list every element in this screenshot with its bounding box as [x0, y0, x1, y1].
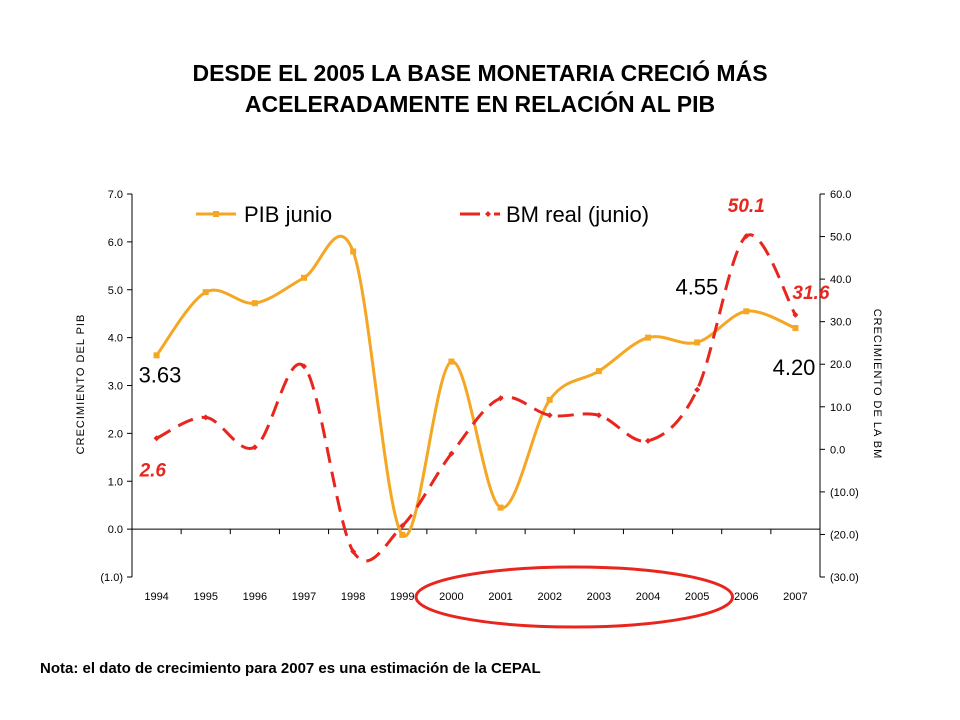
bm-point [546, 412, 553, 419]
x-tick-label: 2005 [685, 591, 709, 603]
x-tick-label: 1997 [292, 591, 316, 603]
right-tick-label: (30.0) [830, 572, 859, 584]
bm-point [497, 395, 504, 402]
data-label: 3.63 [139, 362, 182, 387]
pib-point [497, 504, 504, 511]
highlight-layer [414, 565, 735, 629]
x-tick-label: 1999 [390, 591, 414, 603]
axes: 1994 1995 1996 1997 1998 1999 2000 2001 2002 2003… [75, 189, 883, 603]
x-tick-label: 2002 [537, 591, 561, 603]
pib-point [792, 325, 799, 332]
data-label: 4.20 [773, 355, 816, 380]
right-tick-label: 0.0 [830, 444, 845, 456]
right-tick-label: 40.0 [830, 274, 851, 286]
highlight-ellipse [414, 565, 735, 629]
x-tick-label: 2004 [636, 591, 660, 603]
bm-point [301, 363, 307, 370]
pib-point [546, 396, 553, 403]
legend: PIB junio BM real (junio) [196, 202, 649, 227]
bm-point [645, 437, 651, 444]
x-tick-label: 2003 [587, 591, 611, 603]
left-tick-label: 7.0 [108, 189, 123, 201]
left-tick-label: 3.0 [108, 381, 123, 393]
x-tick-label: 1995 [193, 591, 217, 603]
bm-point [153, 435, 160, 442]
chart-title: DESDE EL 2005 LA BASE MONETARIA CRECIÓ M… [80, 58, 880, 120]
bm-point [595, 412, 602, 419]
right-tick-label: 10.0 [830, 402, 851, 414]
bm-point [251, 444, 258, 451]
bm-point [399, 522, 406, 529]
legend-label-pib: PIB junio [244, 202, 332, 227]
pib-point [153, 352, 160, 359]
series-line-1 [155, 233, 797, 563]
left-tick-label: 5.0 [108, 285, 123, 297]
pib-point [399, 531, 406, 538]
left-tick-label: 2.0 [108, 428, 123, 440]
bm-point [448, 450, 455, 457]
data-label: 50.1 [728, 196, 765, 217]
x-tick-label: 2000 [439, 591, 463, 603]
x-tick-label: 2001 [488, 591, 512, 603]
data-label: 31.6 [792, 283, 829, 304]
pib-point [595, 368, 602, 375]
pib-point [350, 248, 357, 255]
left-tick-label: 6.0 [108, 237, 123, 249]
title-line-1: DESDE EL 2005 LA BASE MONETARIA CRECIÓ M… [192, 60, 768, 86]
x-tick-label: 1994 [144, 591, 168, 603]
left-axis-title: CRECIMIENTO DEL PIB [75, 314, 87, 455]
pib-point [202, 289, 209, 296]
right-tick-label: 30.0 [830, 317, 851, 329]
x-tick-label: 1998 [341, 591, 365, 603]
left-tick-label: 1.0 [108, 476, 123, 488]
pib-point [694, 339, 701, 346]
pib-point [301, 274, 307, 281]
pib-point [645, 334, 651, 341]
pib-point [448, 358, 455, 365]
left-tick-label: (1.0) [100, 572, 123, 584]
data-label: 4.55 [675, 274, 718, 299]
pib-point [251, 300, 258, 307]
left-tick-label: 4.0 [108, 333, 123, 345]
right-tick-label: 60.0 [830, 189, 851, 201]
legend-label-bm: BM real (junio) [506, 202, 649, 227]
right-tick-label: 50.0 [830, 232, 851, 244]
data-label: 2.6 [139, 460, 167, 481]
footnote: Nota: el dato de crecimiento para 2007 e… [40, 660, 541, 677]
title-line-2: ACELERADAMENTE EN RELACIÓN AL PIB [244, 91, 716, 117]
x-tick-label: 2006 [734, 591, 758, 603]
bm-point [743, 233, 750, 240]
series-layer [153, 233, 799, 563]
pib-point [743, 308, 750, 315]
left-tick-label: 0.0 [108, 524, 123, 536]
bm-point [792, 311, 799, 318]
right-tick-label: 20.0 [830, 359, 851, 371]
right-tick-label: (20.0) [830, 529, 859, 541]
legend-marker-bm [485, 211, 491, 217]
legend-marker-pib [213, 211, 219, 217]
x-tick-label: 1996 [243, 591, 267, 603]
bm-point [694, 386, 701, 393]
bm-point [202, 414, 209, 421]
x-tick-label: 2007 [783, 591, 807, 603]
right-tick-label: (10.0) [830, 487, 859, 499]
bm-point [350, 548, 357, 555]
data-labels: 3.63 4.55 4.20 2.6 50.1 31.6 [139, 196, 830, 481]
right-axis-title: CRECIMIENTO DE LA BM [871, 309, 883, 460]
